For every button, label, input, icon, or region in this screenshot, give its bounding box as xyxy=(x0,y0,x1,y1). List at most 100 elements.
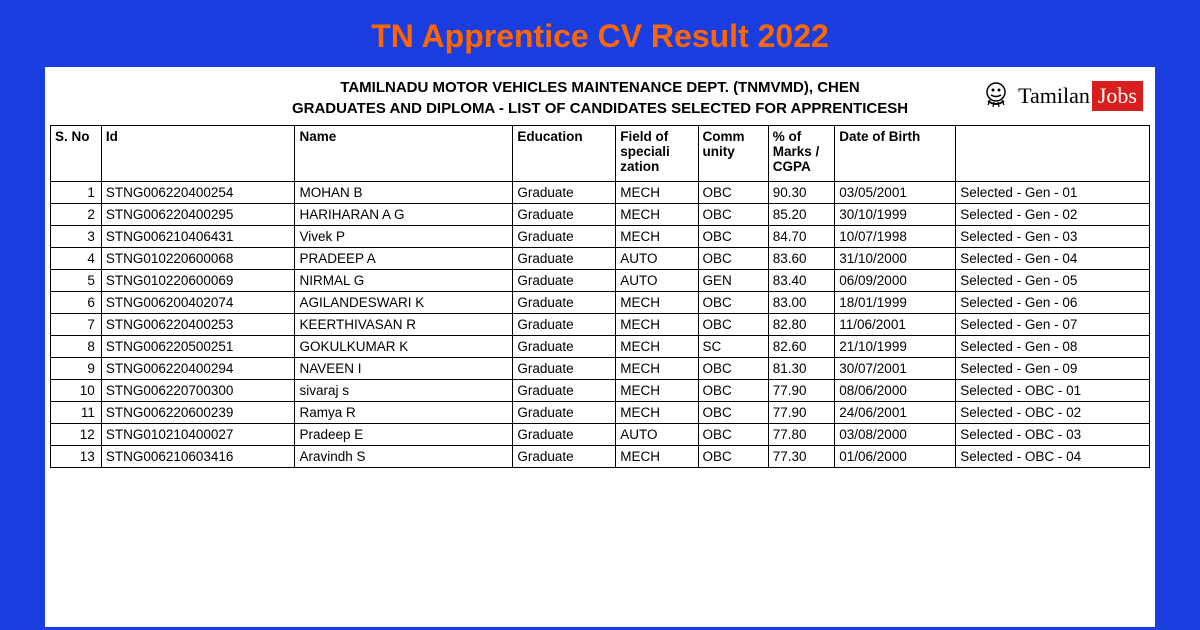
table-cell: MECH xyxy=(616,292,698,314)
col-header-education: Education xyxy=(513,126,616,182)
table-cell: Selected - Gen - 06 xyxy=(956,292,1150,314)
table-cell: Graduate xyxy=(513,446,616,468)
table-cell: Selected - Gen - 09 xyxy=(956,358,1150,380)
table-cell: Graduate xyxy=(513,336,616,358)
table-cell: Graduate xyxy=(513,248,616,270)
table-row: 6STNG006200402074AGILANDESWARI KGraduate… xyxy=(51,292,1150,314)
table-cell: STNG006220600239 xyxy=(101,402,295,424)
table-cell: Selected - OBC - 03 xyxy=(956,424,1150,446)
col-header-name: Name xyxy=(295,126,513,182)
table-cell: AUTO xyxy=(616,424,698,446)
table-cell: 77.80 xyxy=(768,424,835,446)
table-cell: 1 xyxy=(51,182,102,204)
table-cell: 3 xyxy=(51,226,102,248)
col-header-marks: % of Marks / CGPA xyxy=(768,126,835,182)
table-cell: 31/10/2000 xyxy=(835,248,956,270)
table-cell: Graduate xyxy=(513,182,616,204)
table-cell: STNG006200402074 xyxy=(101,292,295,314)
table-cell: 2 xyxy=(51,204,102,226)
table-cell: Graduate xyxy=(513,270,616,292)
col-header-id: Id xyxy=(101,126,295,182)
table-cell: 03/05/2001 xyxy=(835,182,956,204)
table-cell: STNG006210603416 xyxy=(101,446,295,468)
table-cell: 85.20 xyxy=(768,204,835,226)
table-cell: Graduate xyxy=(513,402,616,424)
table-cell: GOKULKUMAR K xyxy=(295,336,513,358)
table-row: 7STNG006220400253KEERTHIVASAN RGraduateM… xyxy=(51,314,1150,336)
table-cell: 77.30 xyxy=(768,446,835,468)
table-cell: MECH xyxy=(616,204,698,226)
table-cell: 77.90 xyxy=(768,380,835,402)
table-cell: MECH xyxy=(616,182,698,204)
table-cell: Selected - Gen - 08 xyxy=(956,336,1150,358)
table-cell: 12 xyxy=(51,424,102,446)
table-cell: 30/10/1999 xyxy=(835,204,956,226)
table-row: 10STNG006220700300sivaraj sGraduateMECHO… xyxy=(51,380,1150,402)
table-header-row: S. No Id Name Education Field of special… xyxy=(51,126,1150,182)
table-cell: 83.40 xyxy=(768,270,835,292)
table-cell: STNG006210406431 xyxy=(101,226,295,248)
table-cell: 18/01/1999 xyxy=(835,292,956,314)
table-cell: Selected - Gen - 01 xyxy=(956,182,1150,204)
col-header-community: Comm unity xyxy=(698,126,768,182)
table-cell: OBC xyxy=(698,446,768,468)
table-cell: 5 xyxy=(51,270,102,292)
table-cell: OBC xyxy=(698,182,768,204)
table-row: 9STNG006220400294NAVEEN IGraduateMECHOBC… xyxy=(51,358,1150,380)
table-cell: Graduate xyxy=(513,314,616,336)
table-cell: 24/06/2001 xyxy=(835,402,956,424)
col-header-sno: S. No xyxy=(51,126,102,182)
table-cell: AUTO xyxy=(616,270,698,292)
table-cell: Selected - OBC - 01 xyxy=(956,380,1150,402)
table-row: 12STNG010210400027Pradeep EGraduateAUTOO… xyxy=(51,424,1150,446)
table-cell: KEERTHIVASAN R xyxy=(295,314,513,336)
table-cell: STNG006220500251 xyxy=(101,336,295,358)
table-cell: Graduate xyxy=(513,424,616,446)
table-cell: 81.30 xyxy=(768,358,835,380)
table-cell: OBC xyxy=(698,226,768,248)
table-cell: 84.70 xyxy=(768,226,835,248)
table-cell: 21/10/1999 xyxy=(835,336,956,358)
table-cell: 82.60 xyxy=(768,336,835,358)
document-container: Tamilan Jobs TAMILNADU MOTOR VEHICLES MA… xyxy=(45,67,1155,627)
table-cell: Aravindh S xyxy=(295,446,513,468)
table-cell: Pradeep E xyxy=(295,424,513,446)
table-cell: OBC xyxy=(698,248,768,270)
table-row: 5STNG010220600069NIRMAL GGraduateAUTOGEN… xyxy=(51,270,1150,292)
table-cell: Selected - OBC - 02 xyxy=(956,402,1150,424)
table-cell: 83.60 xyxy=(768,248,835,270)
table-cell: MECH xyxy=(616,226,698,248)
table-cell: HARIHARAN A G xyxy=(295,204,513,226)
table-cell: 83.00 xyxy=(768,292,835,314)
table-cell: Graduate xyxy=(513,204,616,226)
table-cell: 77.90 xyxy=(768,402,835,424)
table-cell: PRADEEP A xyxy=(295,248,513,270)
table-cell: Selected - Gen - 03 xyxy=(956,226,1150,248)
table-cell: STNG006220400253 xyxy=(101,314,295,336)
table-cell: 82.80 xyxy=(768,314,835,336)
table-cell: SC xyxy=(698,336,768,358)
table-cell: OBC xyxy=(698,204,768,226)
table-cell: NAVEEN I xyxy=(295,358,513,380)
table-cell: MECH xyxy=(616,336,698,358)
table-cell: 10 xyxy=(51,380,102,402)
table-cell: 90.30 xyxy=(768,182,835,204)
table-cell: OBC xyxy=(698,424,768,446)
table-cell: OBC xyxy=(698,402,768,424)
table-cell: Graduate xyxy=(513,358,616,380)
table-cell: STNG010210400027 xyxy=(101,424,295,446)
col-header-dob: Date of Birth xyxy=(835,126,956,182)
table-cell: 7 xyxy=(51,314,102,336)
table-cell: AUTO xyxy=(616,248,698,270)
table-cell: OBC xyxy=(698,358,768,380)
table-row: 13STNG006210603416Aravindh SGraduateMECH… xyxy=(51,446,1150,468)
table-cell: STNG006220700300 xyxy=(101,380,295,402)
table-row: 4STNG010220600068PRADEEP AGraduateAUTOOB… xyxy=(51,248,1150,270)
table-row: 3STNG006210406431Vivek PGraduateMECHOBC8… xyxy=(51,226,1150,248)
table-cell: NIRMAL G xyxy=(295,270,513,292)
table-cell: STNG006220400294 xyxy=(101,358,295,380)
table-cell: STNG006220400254 xyxy=(101,182,295,204)
table-cell: GEN xyxy=(698,270,768,292)
table-row: 11STNG006220600239Ramya RGraduateMECHOBC… xyxy=(51,402,1150,424)
table-cell: MECH xyxy=(616,380,698,402)
